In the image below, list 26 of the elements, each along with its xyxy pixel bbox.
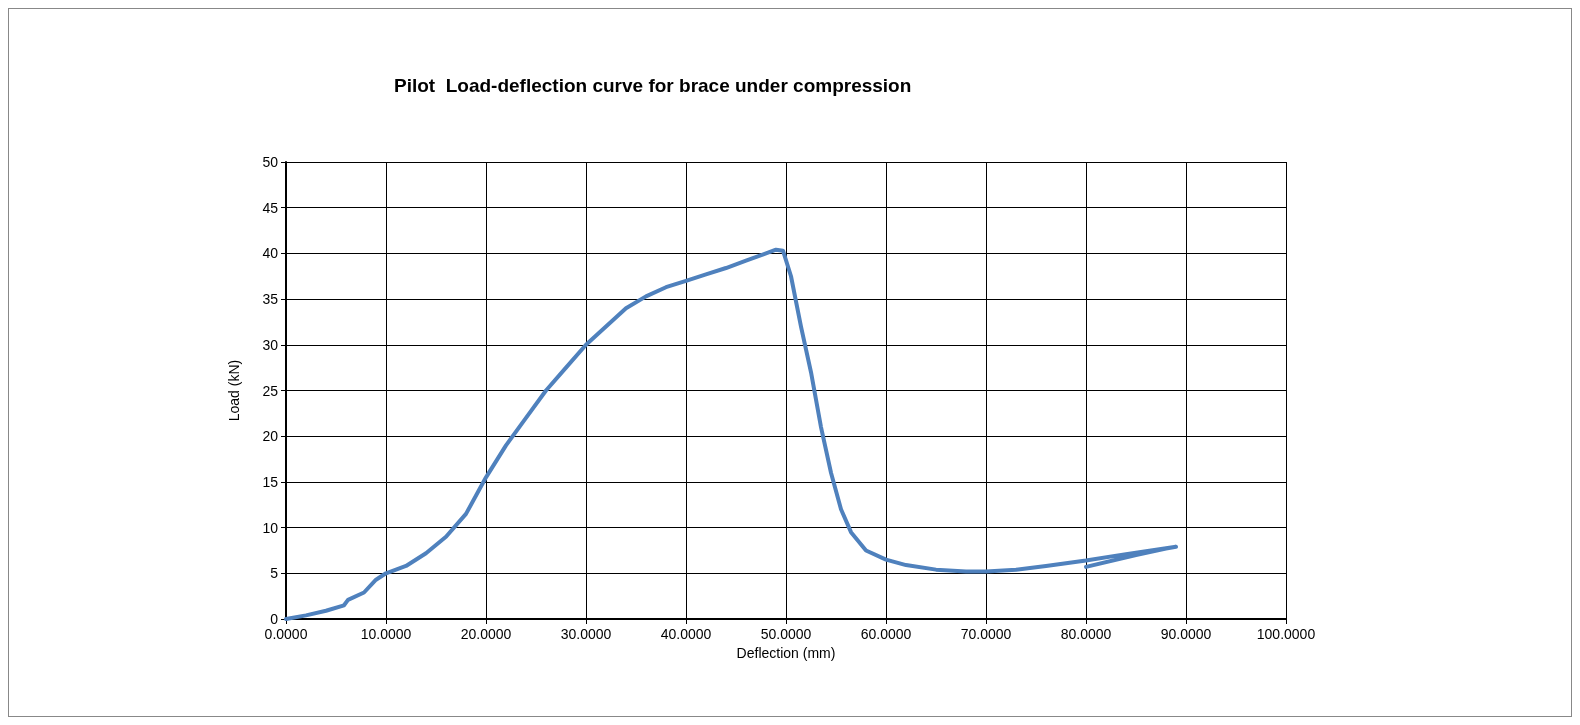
y-tick-label: 40 [262, 245, 279, 262]
x-tick-label: 20.0000 [460, 626, 512, 642]
x-tick-label: 50.0000 [760, 626, 812, 642]
x-tick-label: 100.0000 [1256, 626, 1316, 642]
y-tick-label: 50 [262, 154, 279, 170]
y-tick-label: 5 [270, 565, 279, 582]
y-tick-label: 30 [262, 336, 279, 353]
x-tick-label: 70.0000 [960, 626, 1012, 642]
y-axis-title: Load (kN) [226, 359, 242, 422]
y-tick-label: 10 [262, 519, 279, 536]
y-tick-label: 35 [262, 291, 279, 308]
y-tick-label: 0 [270, 611, 279, 627]
x-tick-label: 0.0000 [264, 626, 308, 642]
x-axis-title: Deflection (mm) [736, 644, 836, 661]
y-tick-label: 15 [262, 473, 279, 490]
chart-title: Pilot Load-deflection curve for brace under compression [394, 75, 912, 96]
x-tick-label: 80.0000 [1060, 626, 1112, 642]
y-tick-label: 45 [262, 199, 279, 216]
line-series [284, 247, 1178, 621]
y-tick-label: 20 [262, 428, 279, 445]
x-tick-label: 90.0000 [1160, 626, 1212, 642]
y-tick-label: 25 [262, 382, 279, 399]
x-tick-label: 10.0000 [360, 626, 412, 642]
x-tick-label: 40.0000 [660, 626, 712, 642]
x-tick-label: 30.0000 [560, 626, 612, 642]
x-tick-label: 60.0000 [860, 626, 912, 642]
